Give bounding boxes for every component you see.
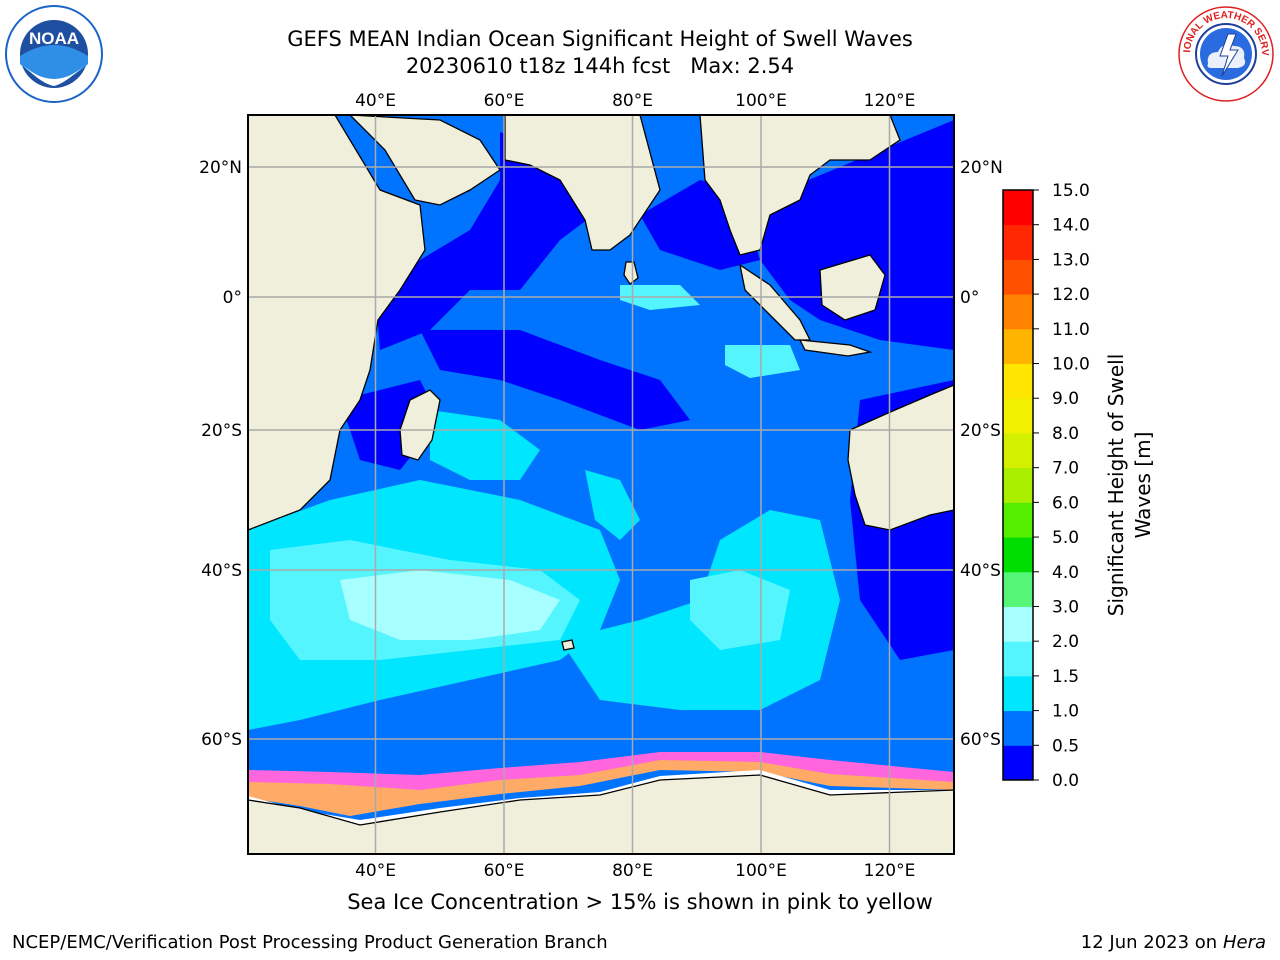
lat-label-left: 40°S	[201, 561, 242, 581]
lon-labels-bottom: 40°E 60°E 80°E 100°E 120°E	[355, 861, 915, 881]
lat-labels-left: 20°N 0° 20°S 40°S 60°S	[199, 158, 242, 750]
colorbar-bin	[1003, 745, 1033, 781]
lon-labels-top: 40°E 60°E 80°E 100°E 120°E	[355, 91, 915, 111]
lat-label-right: 20°N	[960, 158, 1003, 178]
colorbar-bin	[1003, 259, 1033, 295]
colorbar-tick-label: 3.0	[1052, 597, 1079, 617]
colorbar-tick-label: 2.0	[1052, 632, 1079, 652]
chart-title: GEFS MEAN Indian Ocean Significant Heigh…	[200, 26, 1000, 80]
colorbar-tick-label: 0.5	[1052, 736, 1079, 756]
colorbar-tick-label: 9.0	[1052, 389, 1079, 409]
colorbar-bin	[1003, 571, 1033, 607]
colorbar-tick-label: 1.0	[1052, 702, 1079, 722]
colorbar-tick-label: 15.0	[1052, 181, 1090, 201]
footer-credit: NCEP/EMC/Verification Post Processing Pr…	[12, 932, 608, 953]
colorbar-tick-label: 10.0	[1052, 355, 1090, 375]
lat-label-left: 20°N	[199, 158, 242, 178]
lon-label-top: 40°E	[355, 91, 396, 111]
lon-label-bottom: 60°E	[484, 861, 525, 881]
lon-label-bottom: 100°E	[735, 861, 787, 881]
land-borneo	[819, 254, 886, 321]
swell-mid-patch-2	[725, 345, 800, 378]
land-india	[504, 115, 661, 251]
colorbar-bin	[1003, 537, 1033, 573]
lat-label-right: 0°	[960, 288, 979, 308]
colorbar-tick-label: 5.0	[1052, 528, 1079, 548]
lon-label-top: 120°E	[864, 91, 916, 111]
lon-label-bottom: 40°E	[355, 861, 396, 881]
swell-low-north-indian	[376, 132, 600, 350]
colorbar-tick-label: 14.0	[1052, 216, 1090, 236]
colorbar-tick-label: 0.0	[1052, 771, 1079, 791]
footer-date-text: 12 Jun 2023 on	[1080, 932, 1218, 953]
land-kerguelen	[561, 639, 575, 651]
lon-label-top: 80°E	[612, 91, 653, 111]
lat-label-right: 40°S	[960, 561, 1001, 581]
colorbar-tick-label: 6.0	[1052, 493, 1079, 513]
colorbar: 0.0 0.5 1.0 1.5 2.0 3.0 4.0 5.0 6.0 7.0 8.0 9.0 10.0…	[1002, 181, 1090, 791]
noaa-logo-text: NOAA	[29, 29, 79, 48]
colorbar-tick-label: 1.5	[1052, 667, 1079, 687]
colorbar-tick-label: 8.0	[1052, 424, 1079, 444]
colorbar-title-line-1: Significant Height of Swell	[1104, 354, 1128, 616]
colorbar-bin	[1003, 398, 1033, 434]
colorbar-bin	[1003, 190, 1033, 226]
graticule	[248, 115, 954, 854]
colorbar-bin	[1003, 641, 1033, 677]
colorbar-bin	[1003, 432, 1033, 469]
title-line-2: 20230610 t18z 144h fcst Max: 2.54	[405, 54, 795, 78]
lon-label-bottom: 80°E	[612, 861, 653, 881]
lon-label-top: 60°E	[484, 91, 525, 111]
colorbar-bin	[1003, 363, 1033, 399]
land-madagascar	[399, 389, 441, 461]
swell-low-equatorial-band	[420, 330, 690, 430]
swell-mid-subtropical	[430, 410, 540, 480]
colorbar-tick-label: 12.0	[1052, 285, 1090, 305]
colorbar-bin	[1003, 675, 1033, 712]
lon-label-top: 100°E	[735, 91, 787, 111]
lat-label-right: 20°S	[960, 421, 1001, 441]
footer-host: Hera	[1222, 932, 1266, 953]
lat-labels-right: 20°N 0° 20°S 40°S 60°S	[960, 158, 1003, 750]
swell-peak-southern	[340, 570, 560, 640]
colorbar-bin	[1003, 710, 1033, 746]
colorbar-bin	[1003, 502, 1033, 538]
colorbar-tick-label: 4.0	[1052, 563, 1079, 583]
colorbar-bin	[1003, 224, 1033, 260]
land-africa	[248, 115, 426, 531]
noaa-logo-icon: NOAA	[5, 5, 103, 103]
sea-ice-edge	[248, 760, 954, 816]
colorbar-bin	[1003, 328, 1033, 365]
colorbar-bin	[1003, 606, 1033, 642]
land	[248, 115, 954, 854]
colorbar-tick-label: 7.0	[1052, 459, 1079, 479]
land-antarctica	[248, 774, 954, 854]
lat-label-left: 20°S	[201, 421, 242, 441]
colorbar-bin	[1003, 294, 1033, 330]
map-frame	[247, 114, 955, 855]
colorbar-title: Significant Height of Swell Waves [m]	[1104, 354, 1155, 616]
swell-mid-patch-3	[585, 470, 640, 540]
land-australia	[847, 384, 954, 531]
swell-high-south-central	[690, 570, 790, 650]
colorbar-frame	[1002, 189, 1034, 781]
sea-ice-note: Sea Ice Concentration > 15% is shown in …	[347, 890, 933, 914]
lat-label-left: 0°	[223, 288, 242, 308]
colorbar-bin	[1003, 467, 1033, 503]
footer-date: 12 Jun 2023 on Hera	[1081, 932, 1266, 953]
swell-field	[248, 115, 954, 854]
colorbar-tick-label: 13.0	[1052, 250, 1090, 270]
land-java	[798, 339, 873, 357]
colorbar-title-line-2: Waves [m]	[1131, 432, 1155, 539]
colorbar-tick-label: 11.0	[1052, 320, 1090, 340]
nws-logo-icon: NATIONAL WEATHER SERVICE	[1176, 4, 1274, 102]
lat-label-right: 60°S	[960, 730, 1001, 750]
swell-low-east-indies	[760, 120, 954, 350]
title-line-1: GEFS MEAN Indian Ocean Significant Heigh…	[287, 27, 913, 51]
lat-label-left: 60°S	[201, 730, 242, 750]
land-southeast-asia	[699, 115, 901, 256]
lon-label-bottom: 120°E	[864, 861, 916, 881]
